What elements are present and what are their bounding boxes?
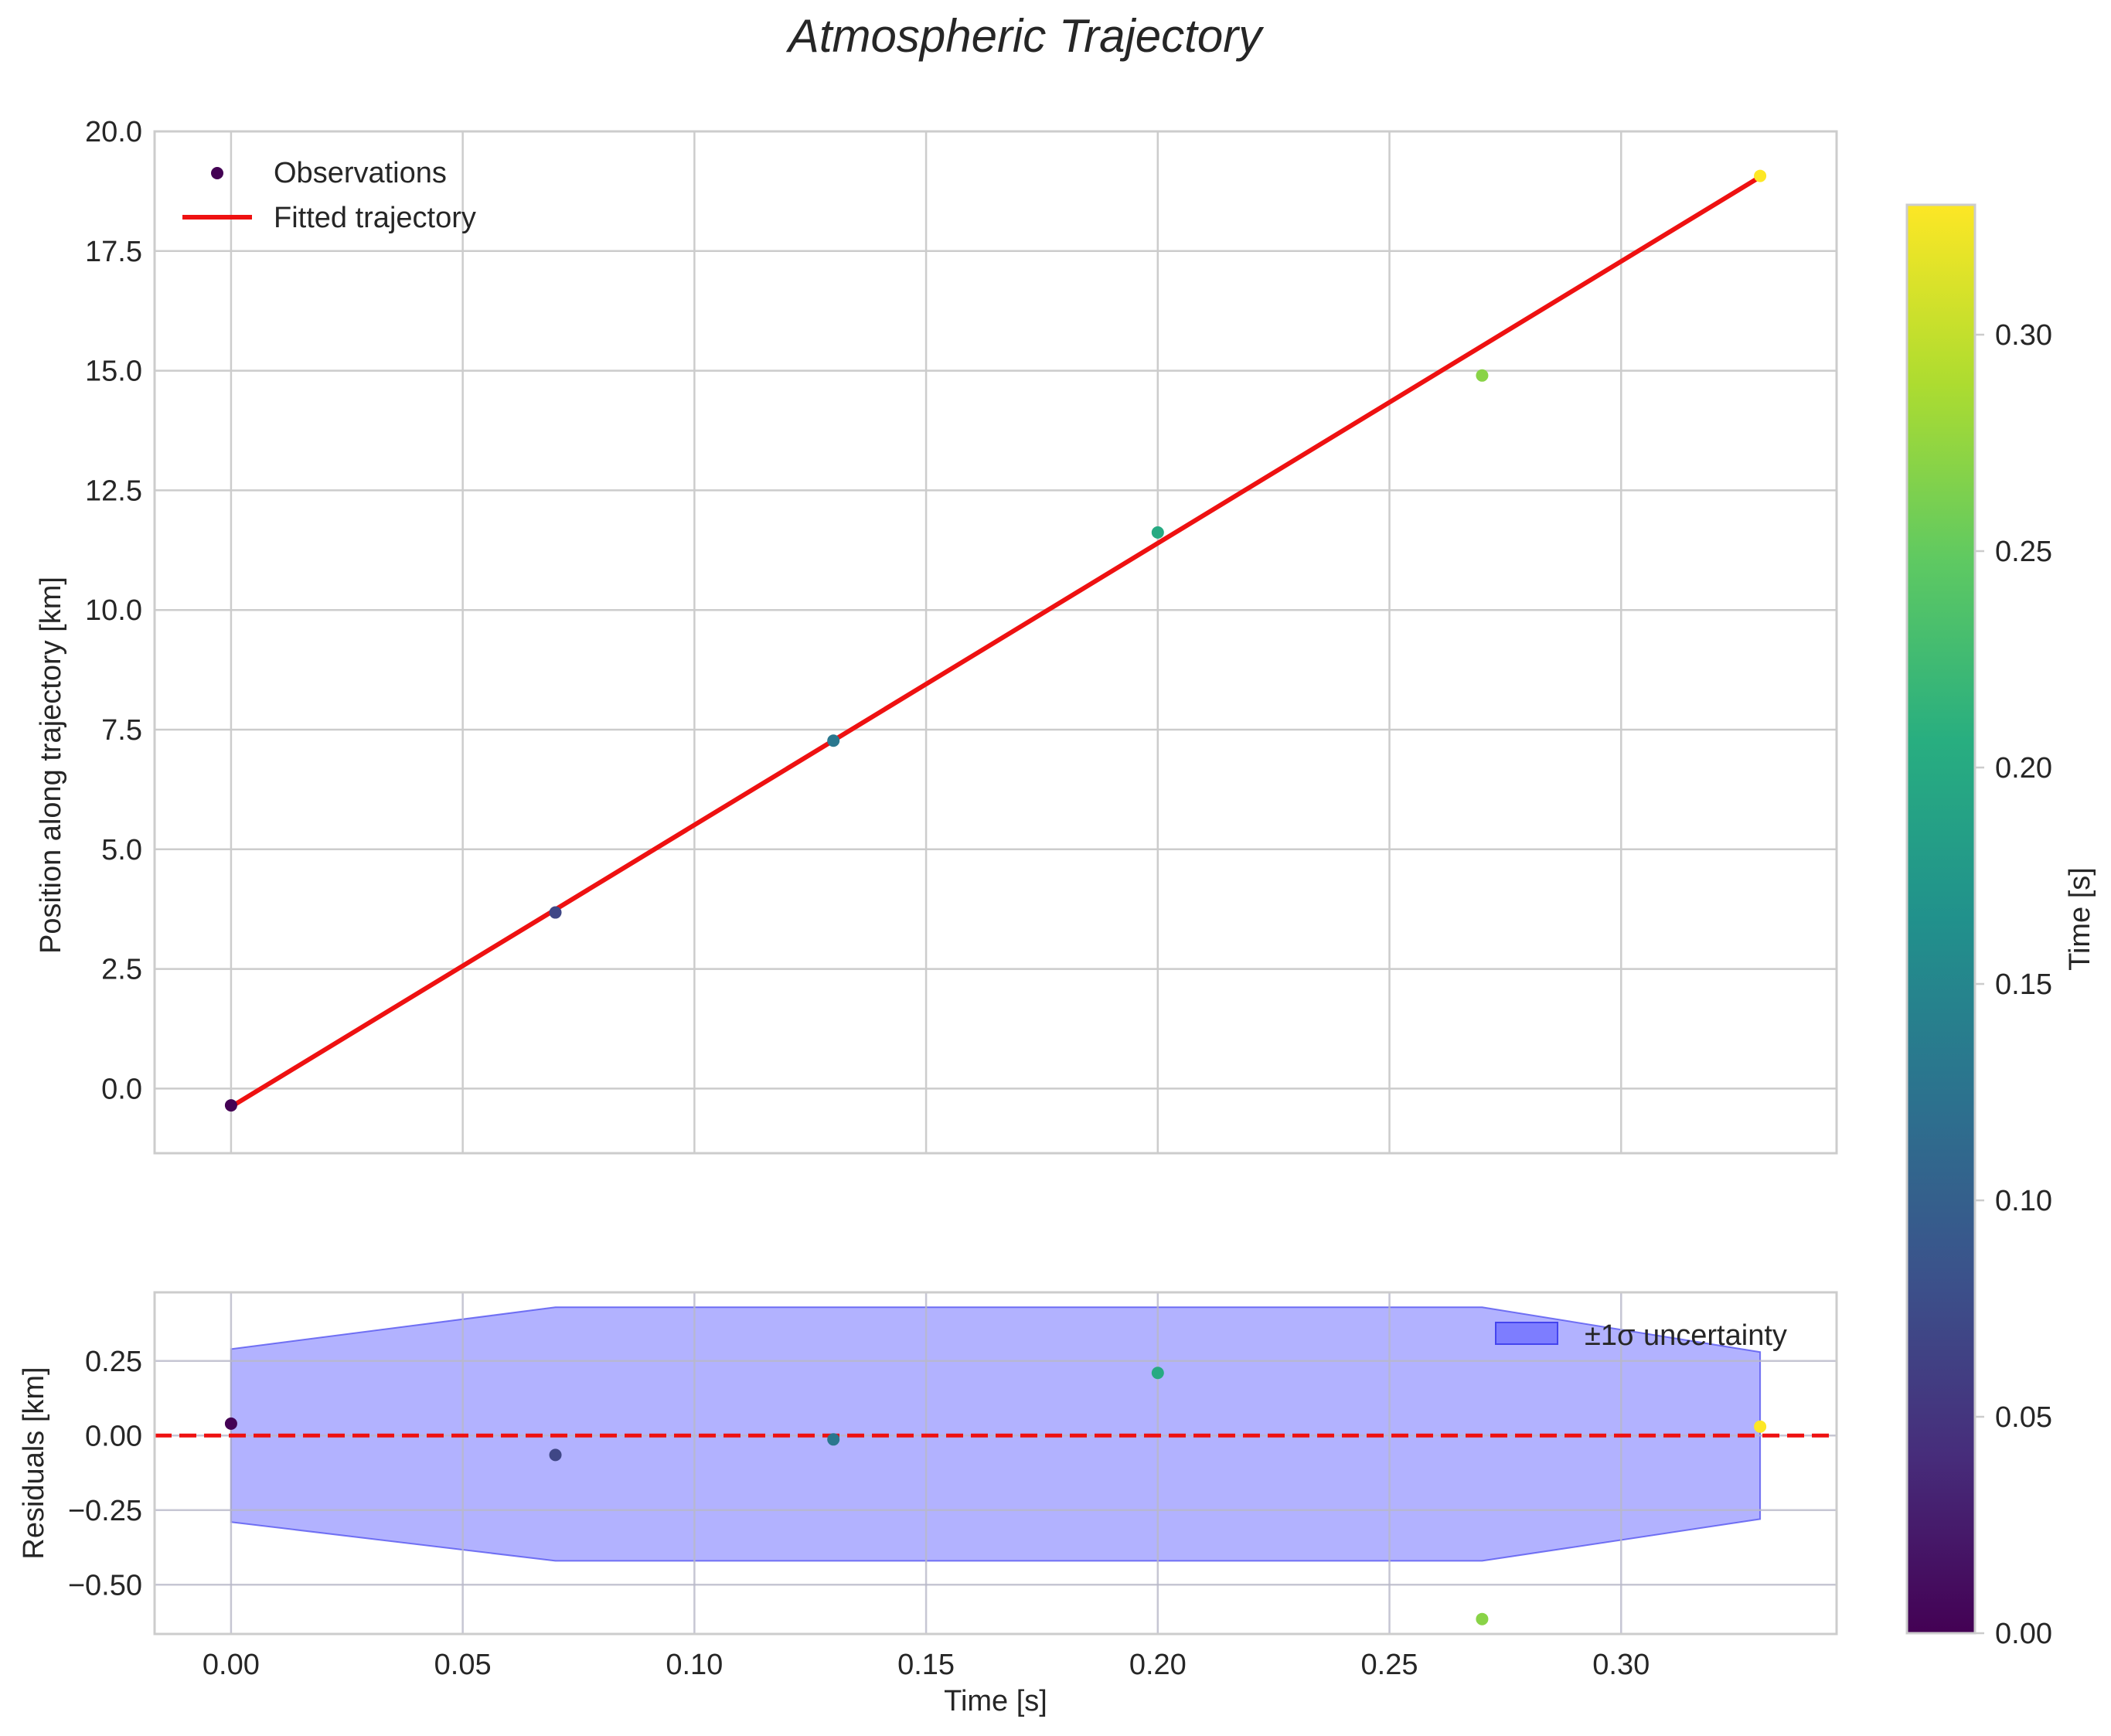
main-gridlines (155, 130, 1837, 1153)
res-ytick-label: −0.25 (68, 1495, 142, 1527)
colorbar-tick-label: 0.20 (1995, 752, 2052, 785)
main-ytick-label: 12.5 (85, 475, 142, 507)
legend-uncertainty-swatch (1495, 1322, 1558, 1345)
main-ytick-label: 5.0 (101, 834, 142, 866)
main-ytick-label: 10.0 (85, 594, 142, 627)
residuals-axes-frame (153, 1291, 1838, 1636)
main-y-tick-labels: 0.0 2.5 5.0 7.5 10.0 12.5 15.0 17.5 20.0 (85, 116, 142, 1105)
colorbar-label: Time [s] (2064, 867, 2096, 971)
colorbar-tick-label: 0.00 (1995, 1618, 2052, 1650)
chart-title: Atmospheric Trajectory (786, 10, 1265, 62)
legend-observations-label: Observations (274, 157, 447, 189)
xtick-label: 0.05 (434, 1649, 492, 1681)
main-ytick-label: 2.5 (101, 954, 142, 986)
residual-point (1476, 1612, 1489, 1625)
main-legend: Observations Fitted trajectory (182, 157, 476, 234)
xtick-label: 0.15 (897, 1649, 955, 1681)
res-ytick-label: 0.25 (85, 1346, 142, 1378)
colorbar-tick-label: 0.10 (1995, 1185, 2052, 1217)
main-y-axis-label: Position along trajectory [km] (35, 577, 67, 954)
main-ytick-label: 20.0 (85, 116, 142, 148)
legend-uncertainty-label: ±1σ uncertainty (1585, 1319, 1787, 1352)
colorbar-tick-label: 0.30 (1995, 319, 2052, 352)
residual-point (1151, 1367, 1164, 1380)
x-axis-label: Time [s] (944, 1685, 1047, 1717)
observation-point (1754, 169, 1767, 182)
xtick-label: 0.30 (1592, 1649, 1650, 1681)
main-ytick-label: 7.5 (101, 714, 142, 747)
legend-fitted-label: Fitted trajectory (274, 202, 476, 234)
residual-point (549, 1448, 562, 1462)
colorbar-gradient (1905, 203, 1977, 1635)
main-axes-frame (153, 130, 1838, 1155)
residual-point (827, 1433, 840, 1446)
residuals-legend: ±1σ uncertainty (1495, 1319, 1787, 1352)
legend-observations-marker (211, 167, 223, 179)
main-ytick-label: 15.0 (85, 356, 142, 388)
residual-point (224, 1417, 237, 1430)
fitted-trajectory-line (228, 174, 1763, 1109)
residuals-panel: −0.50−0.250.000.25 0.00 0.05 0.10 0.15 0.20 0… (18, 1291, 1838, 1717)
observation-points (224, 169, 1767, 1112)
colorbar-tick-label: 0.05 (1995, 1401, 2052, 1434)
observation-point (1151, 526, 1164, 539)
colorbar-tick-label: 0.25 (1995, 536, 2052, 568)
xtick-label: 0.20 (1129, 1649, 1187, 1681)
observation-point (224, 1099, 237, 1112)
residual-points (224, 1367, 1767, 1625)
observation-point (1476, 369, 1489, 382)
xtick-label: 0.00 (203, 1649, 260, 1681)
x-tick-labels: 0.00 0.05 0.10 0.15 0.20 0.25 0.30 (203, 1649, 1650, 1681)
colorbar-tick-label: 0.15 (1995, 968, 2052, 1001)
xtick-label: 0.25 (1361, 1649, 1418, 1681)
colorbar: 0.00 0.05 0.10 0.15 0.20 0.25 0.30 Time [s] (1905, 203, 2096, 1650)
residuals-y-axis-label: Residuals [km] (18, 1367, 50, 1559)
main-ytick-label: 0.0 (101, 1073, 142, 1105)
colorbar-tick-labels: 0.00 0.05 0.10 0.15 0.20 0.25 0.30 (1975, 319, 2052, 1650)
residuals-y-tick-labels: −0.50 −0.25 0.00 0.25 (68, 1346, 142, 1602)
res-ytick-label: −0.50 (68, 1569, 142, 1602)
main-panel: 0.0 2.5 5.0 7.5 10.0 12.5 15.0 17.5 20.0 Positio… (35, 116, 1838, 1155)
main-ytick-label: 17.5 (85, 236, 142, 268)
observation-point (827, 734, 840, 747)
observation-point (549, 906, 562, 919)
residual-point (1754, 1420, 1767, 1433)
xtick-label: 0.10 (666, 1649, 723, 1681)
res-ytick-label: 0.00 (85, 1420, 142, 1452)
